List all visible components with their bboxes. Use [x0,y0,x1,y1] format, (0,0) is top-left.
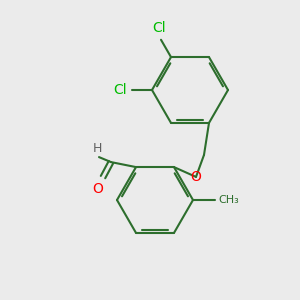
Text: O: O [190,170,201,184]
Text: O: O [93,182,104,196]
Text: H: H [92,142,102,155]
Text: CH₃: CH₃ [218,195,239,205]
Text: Cl: Cl [152,21,166,35]
Text: Cl: Cl [113,83,127,97]
